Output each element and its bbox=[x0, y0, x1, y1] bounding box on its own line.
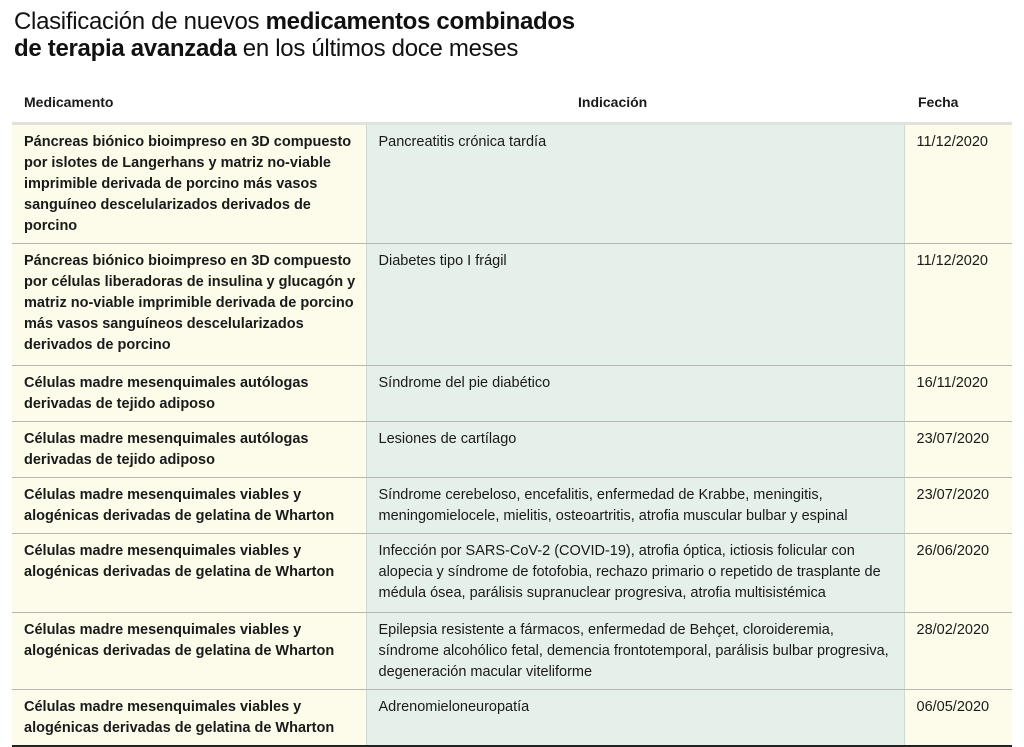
cell-indicacion: Síndrome cerebeloso, encefalitis, enferm… bbox=[365, 477, 905, 534]
table-row: Células madre mesenquimales autólogas de… bbox=[12, 365, 1012, 422]
table-row: Páncreas biónico bioimpreso en 3D compue… bbox=[12, 123, 1012, 244]
table-row: Células madre mesenquimales autólogas de… bbox=[12, 421, 1012, 478]
cell-medicamento: Páncreas biónico bioimpreso en 3D compue… bbox=[12, 123, 366, 244]
cell-fecha: 11/12/2020 bbox=[904, 243, 1012, 366]
cell-indicacion: Adrenomieloneuropatía bbox=[365, 689, 905, 746]
header-medicamento: Medicamento bbox=[24, 94, 114, 110]
cell-fecha: 16/11/2020 bbox=[904, 365, 1012, 422]
table-row: Células madre mesenquimales viables y al… bbox=[12, 533, 1012, 613]
cell-fecha: 11/12/2020 bbox=[904, 123, 1012, 244]
cell-medicamento: Células madre mesenquimales autólogas de… bbox=[12, 365, 366, 422]
cell-fecha: 28/02/2020 bbox=[904, 612, 1012, 690]
title-bold-2: de terapia avanzada bbox=[14, 35, 237, 62]
cell-indicacion: Síndrome del pie diabético bbox=[365, 365, 905, 422]
cell-medicamento: Páncreas biónico bioimpreso en 3D compue… bbox=[12, 243, 366, 366]
medications-table: Páncreas biónico bioimpreso en 3D compue… bbox=[12, 122, 1012, 747]
table-row: Células madre mesenquimales viables y al… bbox=[12, 477, 1012, 534]
cell-indicacion: Pancreatitis crónica tardía bbox=[365, 123, 905, 244]
cell-fecha: 06/05/2020 bbox=[904, 689, 1012, 746]
cell-fecha: 23/07/2020 bbox=[904, 421, 1012, 478]
cell-indicacion: Lesiones de cartílago bbox=[365, 421, 905, 478]
header-indicacion: Indicación bbox=[578, 94, 648, 110]
cell-fecha: 26/06/2020 bbox=[904, 533, 1012, 613]
cell-medicamento: Células madre mesenquimales viables y al… bbox=[12, 689, 366, 746]
cell-medicamento: Células madre mesenquimales viables y al… bbox=[12, 612, 366, 690]
cell-indicacion: Epilepsia resistente a fármacos, enferme… bbox=[365, 612, 905, 690]
cell-indicacion: Infección por SARS-CoV-2 (COVID-19), atr… bbox=[365, 533, 905, 613]
table-row: Páncreas biónico bioimpreso en 3D compue… bbox=[12, 243, 1012, 366]
header-fecha: Fecha bbox=[918, 94, 959, 110]
title-bold-1: medicamentos combinados bbox=[265, 8, 575, 35]
title-normal-1: Clasificación de nuevos bbox=[14, 8, 266, 35]
title-normal-2: en los últimos doce meses bbox=[236, 35, 519, 62]
page-title: Clasificación de nuevos medicamentos com… bbox=[14, 8, 575, 62]
cell-medicamento: Células madre mesenquimales viables y al… bbox=[12, 477, 366, 534]
cell-medicamento: Células madre mesenquimales viables y al… bbox=[12, 533, 366, 613]
cell-fecha: 23/07/2020 bbox=[904, 477, 1012, 534]
table-row: Células madre mesenquimales viables y al… bbox=[12, 612, 1012, 690]
cell-indicacion: Diabetes tipo I frágil bbox=[365, 243, 905, 366]
table-row: Células madre mesenquimales viables y al… bbox=[12, 689, 1012, 746]
cell-medicamento: Células madre mesenquimales autólogas de… bbox=[12, 421, 366, 478]
